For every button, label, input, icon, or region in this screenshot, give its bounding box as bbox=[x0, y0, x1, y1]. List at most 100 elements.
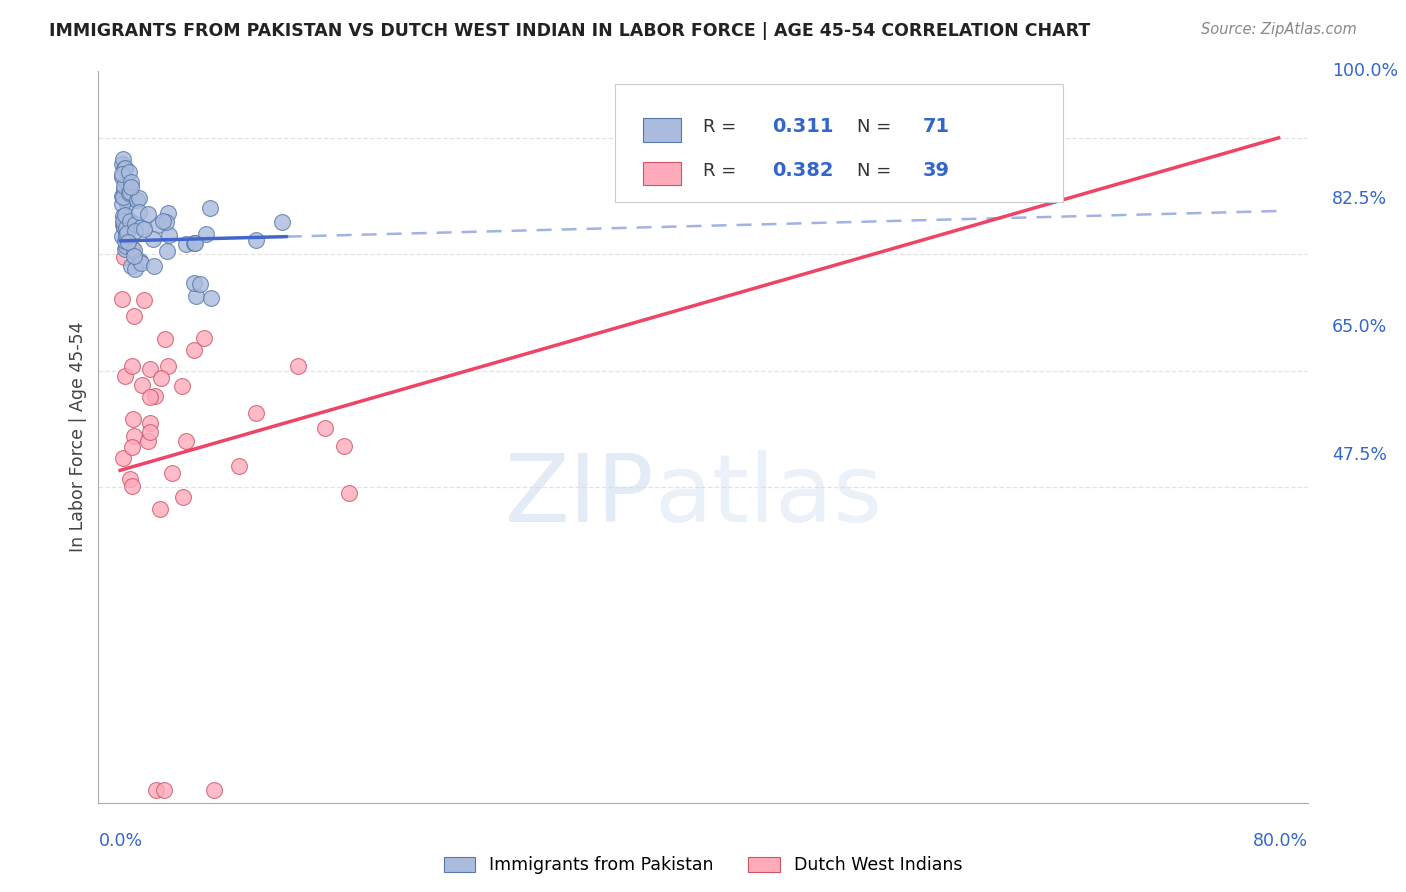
Point bbox=[111, 450, 134, 465]
Point bbox=[111, 189, 134, 203]
Text: 82.5%: 82.5% bbox=[1331, 190, 1386, 209]
Point bbox=[156, 359, 179, 373]
Point bbox=[124, 244, 146, 258]
Point bbox=[183, 236, 205, 251]
Point bbox=[111, 197, 134, 211]
Point bbox=[157, 206, 180, 220]
Point bbox=[183, 343, 205, 357]
Point bbox=[332, 439, 354, 453]
Point bbox=[183, 276, 205, 290]
Point bbox=[174, 237, 197, 252]
Point bbox=[111, 209, 134, 223]
Point bbox=[132, 293, 155, 307]
Point bbox=[111, 189, 134, 203]
Point bbox=[143, 389, 166, 403]
Text: atlas: atlas bbox=[655, 450, 883, 541]
Point bbox=[120, 180, 142, 194]
Text: 47.5%: 47.5% bbox=[1331, 446, 1386, 465]
Point bbox=[121, 479, 143, 493]
Point bbox=[170, 379, 193, 393]
Point bbox=[152, 213, 174, 227]
Text: 0.311: 0.311 bbox=[772, 118, 834, 136]
Point bbox=[174, 434, 197, 448]
Point bbox=[271, 215, 294, 229]
Point bbox=[228, 458, 250, 473]
Point bbox=[114, 161, 136, 176]
Point bbox=[146, 218, 169, 232]
Point bbox=[337, 486, 360, 500]
Point bbox=[114, 243, 136, 257]
Point bbox=[112, 250, 135, 264]
Point bbox=[114, 369, 136, 384]
Point bbox=[111, 156, 134, 170]
Point bbox=[200, 291, 222, 305]
Point bbox=[153, 332, 176, 346]
Point bbox=[111, 169, 134, 184]
Point bbox=[120, 174, 142, 188]
Point bbox=[117, 235, 139, 250]
Point bbox=[139, 362, 162, 376]
Text: 65.0%: 65.0% bbox=[1331, 318, 1386, 336]
Point bbox=[114, 209, 136, 223]
Point bbox=[122, 249, 145, 263]
Point bbox=[125, 194, 148, 208]
Point bbox=[129, 219, 152, 234]
Point bbox=[172, 490, 194, 504]
Point bbox=[115, 219, 138, 234]
Point bbox=[139, 425, 162, 439]
Point bbox=[115, 220, 138, 235]
Point bbox=[112, 218, 135, 232]
Point bbox=[114, 220, 136, 235]
Point bbox=[131, 377, 153, 392]
Point bbox=[117, 197, 139, 211]
Point bbox=[184, 235, 207, 250]
Point bbox=[149, 370, 172, 384]
Point bbox=[155, 244, 177, 258]
Text: 0.382: 0.382 bbox=[772, 161, 834, 180]
Point bbox=[115, 233, 138, 247]
Point bbox=[122, 411, 145, 425]
Point bbox=[155, 215, 177, 229]
Text: R =: R = bbox=[703, 118, 742, 136]
Point bbox=[157, 228, 180, 243]
Point bbox=[121, 359, 143, 373]
Point bbox=[131, 256, 153, 270]
Y-axis label: In Labor Force | Age 45-54: In Labor Force | Age 45-54 bbox=[69, 322, 87, 552]
Point bbox=[198, 201, 221, 215]
Text: 80.0%: 80.0% bbox=[1253, 832, 1308, 850]
Point bbox=[122, 429, 145, 443]
Text: IMMIGRANTS FROM PAKISTAN VS DUTCH WEST INDIAN IN LABOR FORCE | AGE 45-54 CORRELA: IMMIGRANTS FROM PAKISTAN VS DUTCH WEST I… bbox=[49, 22, 1091, 40]
Point bbox=[124, 217, 146, 231]
Point bbox=[112, 179, 135, 194]
FancyBboxPatch shape bbox=[643, 162, 682, 186]
Point bbox=[142, 232, 165, 246]
Text: 71: 71 bbox=[924, 118, 950, 136]
Point bbox=[202, 782, 225, 797]
Point bbox=[117, 227, 139, 241]
Point bbox=[977, 131, 1000, 145]
Text: Source: ZipAtlas.com: Source: ZipAtlas.com bbox=[1201, 22, 1357, 37]
Point bbox=[111, 292, 134, 306]
Point bbox=[143, 259, 166, 273]
Text: N =: N = bbox=[856, 161, 897, 180]
Point bbox=[152, 782, 174, 797]
Point bbox=[245, 233, 267, 247]
Point bbox=[160, 466, 183, 480]
Point bbox=[115, 172, 138, 186]
Point bbox=[111, 167, 134, 181]
Text: 39: 39 bbox=[924, 161, 950, 180]
Point bbox=[190, 277, 212, 291]
Point bbox=[149, 501, 172, 516]
Point bbox=[134, 222, 156, 236]
FancyBboxPatch shape bbox=[643, 118, 682, 142]
Point bbox=[112, 183, 135, 197]
Point bbox=[120, 214, 142, 228]
Point bbox=[115, 227, 138, 242]
Text: ZIP: ZIP bbox=[505, 450, 655, 541]
Point bbox=[120, 259, 142, 273]
Point bbox=[112, 220, 135, 235]
Text: R =: R = bbox=[703, 161, 742, 180]
Point bbox=[124, 224, 146, 238]
Point bbox=[193, 331, 215, 345]
Point bbox=[136, 434, 159, 448]
